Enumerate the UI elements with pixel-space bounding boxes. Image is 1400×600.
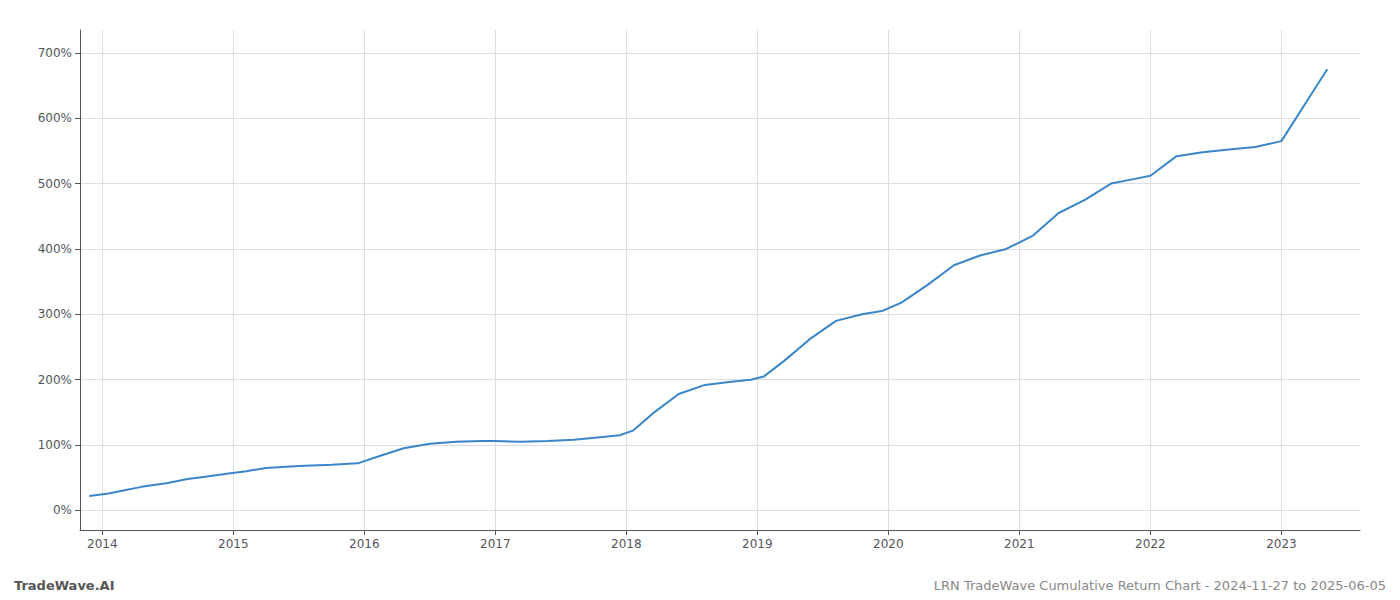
svg-text:2023: 2023 xyxy=(1266,537,1297,551)
svg-text:2018: 2018 xyxy=(611,537,642,551)
svg-text:2016: 2016 xyxy=(349,537,380,551)
svg-text:200%: 200% xyxy=(38,373,72,387)
svg-text:2015: 2015 xyxy=(218,537,249,551)
svg-text:2019: 2019 xyxy=(742,537,773,551)
svg-text:700%: 700% xyxy=(38,46,72,60)
svg-text:LRN TradeWave Cumulative Retur: LRN TradeWave Cumulative Return Chart - … xyxy=(934,578,1386,593)
svg-text:2020: 2020 xyxy=(873,537,904,551)
svg-text:300%: 300% xyxy=(38,307,72,321)
svg-text:500%: 500% xyxy=(38,177,72,191)
svg-text:600%: 600% xyxy=(38,111,72,125)
svg-text:2017: 2017 xyxy=(480,537,511,551)
svg-text:0%: 0% xyxy=(53,503,72,517)
svg-text:2021: 2021 xyxy=(1004,537,1035,551)
svg-text:TradeWave.AI: TradeWave.AI xyxy=(14,578,115,593)
svg-text:2022: 2022 xyxy=(1135,537,1166,551)
svg-text:100%: 100% xyxy=(38,438,72,452)
svg-text:400%: 400% xyxy=(38,242,72,256)
svg-text:2014: 2014 xyxy=(87,537,118,551)
